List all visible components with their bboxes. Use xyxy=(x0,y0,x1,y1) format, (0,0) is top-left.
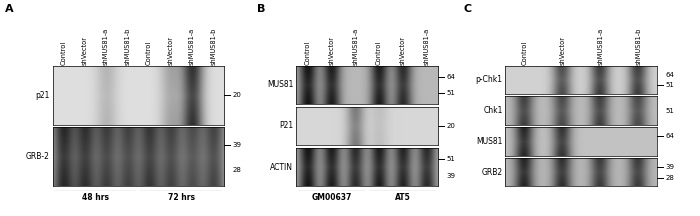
Text: shMUS81-a: shMUS81-a xyxy=(597,27,603,65)
Text: MUS81: MUS81 xyxy=(267,80,293,89)
Text: C: C xyxy=(463,4,472,14)
Text: shMUS81-a: shMUS81-a xyxy=(189,27,195,65)
Text: A: A xyxy=(5,4,13,14)
Text: Control: Control xyxy=(376,40,382,65)
Text: 51: 51 xyxy=(666,82,675,88)
Text: AT5: AT5 xyxy=(395,193,410,202)
Text: shVector: shVector xyxy=(82,36,88,65)
Text: shVector: shVector xyxy=(328,36,335,65)
Text: shMUS81-b: shMUS81-b xyxy=(125,27,130,65)
Text: 64: 64 xyxy=(447,74,456,80)
Text: MUS81: MUS81 xyxy=(476,137,503,146)
Text: 39: 39 xyxy=(666,164,675,170)
Text: shMUS81-a: shMUS81-a xyxy=(103,27,109,65)
Text: 20: 20 xyxy=(232,92,241,98)
Text: 51: 51 xyxy=(666,108,675,114)
Text: shMUS81-a: shMUS81-a xyxy=(424,27,429,65)
Text: 48 hrs: 48 hrs xyxy=(82,193,109,202)
Text: shMUS81-b: shMUS81-b xyxy=(210,27,216,65)
Text: Chk1: Chk1 xyxy=(483,106,503,115)
Text: shMUS81-a: shMUS81-a xyxy=(352,27,358,65)
Text: P21: P21 xyxy=(279,121,293,130)
Text: 64: 64 xyxy=(666,72,675,78)
Text: 39: 39 xyxy=(232,142,241,148)
Text: 64: 64 xyxy=(666,133,675,139)
Text: Control: Control xyxy=(305,40,311,65)
Text: 39: 39 xyxy=(447,173,456,179)
Text: shVector: shVector xyxy=(400,36,406,65)
Text: ACTIN: ACTIN xyxy=(270,163,293,172)
Text: 51: 51 xyxy=(447,90,456,96)
Text: 28: 28 xyxy=(666,175,675,181)
Text: shMUS81-b: shMUS81-b xyxy=(636,27,641,65)
Text: GRB-2: GRB-2 xyxy=(26,152,50,161)
Text: 28: 28 xyxy=(232,167,241,173)
Text: Control: Control xyxy=(522,40,527,65)
Text: 72 hrs: 72 hrs xyxy=(167,193,195,202)
Text: shVector: shVector xyxy=(167,36,174,65)
Text: B: B xyxy=(257,4,265,14)
Text: p21: p21 xyxy=(35,91,50,100)
Text: GM00637: GM00637 xyxy=(312,193,352,202)
Text: Control: Control xyxy=(60,40,66,65)
Text: GRB2: GRB2 xyxy=(482,168,503,177)
Text: Control: Control xyxy=(146,40,152,65)
Text: 51: 51 xyxy=(447,156,456,162)
Text: p-Chk1: p-Chk1 xyxy=(475,75,503,84)
Text: 20: 20 xyxy=(447,123,456,129)
Text: shVector: shVector xyxy=(559,36,566,65)
